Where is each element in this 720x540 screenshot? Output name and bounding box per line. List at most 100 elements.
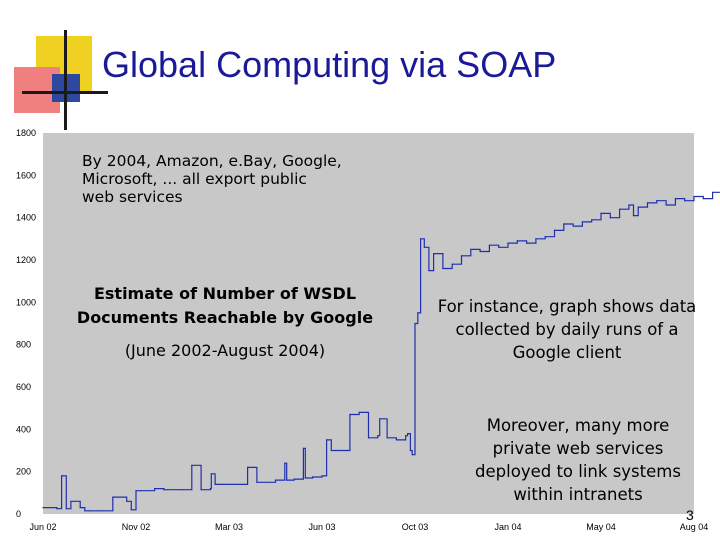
data-point [628,204,630,206]
x-tick-label: May 04 [586,522,616,532]
data-point [98,510,100,512]
data-point [256,481,258,483]
data-point [326,439,328,441]
data-point [420,238,422,240]
data-point [428,270,430,272]
data-point [79,507,81,509]
data-point [433,253,435,255]
data-point [665,204,667,206]
data-point [61,475,63,477]
data-point [112,496,114,498]
private-services-note: Moreover, many more private web services… [475,416,681,504]
data-point [312,476,314,478]
data-point [358,411,360,413]
data-point [407,433,409,435]
data-point [646,202,649,204]
data-point [572,225,574,227]
data-point [154,488,156,490]
series-layer [42,191,720,512]
data-point [470,248,472,250]
data-point [563,223,565,225]
data-point [367,437,370,439]
data-point [293,478,295,480]
data-point [304,477,306,479]
data-point [135,490,137,492]
data-point [214,483,216,485]
data-point [210,473,212,475]
x-tick-label: Jun 03 [308,522,335,532]
x-tick-label: Jun 02 [29,522,56,532]
data-point [498,246,500,248]
x-tick-label: Jan 04 [494,522,521,532]
data-point [712,191,714,193]
data-point [163,489,165,491]
data-point [377,435,379,437]
y-axis-ticks: 1800 1600 1400 1200 1000 800 600 400 200 0 [16,128,36,519]
data-point [191,464,193,466]
y-tick-label: 1600 [16,170,36,180]
y-tick-label: 800 [16,340,31,350]
data-point [65,508,67,510]
data-point [637,206,639,208]
deco-vertical-rule [64,30,67,130]
y-tick-label: 400 [16,424,31,434]
data-point [56,508,58,510]
daily-runs-note: For instance, graph shows data collected… [437,297,697,362]
data-point [619,208,621,210]
data-point [42,507,44,509]
y-tick-label: 1000 [16,297,36,307]
data-point [414,322,416,325]
data-point [140,490,142,492]
y-tick-label: 1200 [16,255,36,265]
data-point [693,195,695,198]
data-point [321,475,323,477]
data-point [200,489,202,491]
data-point [405,435,407,437]
data-point [209,488,211,490]
intro-note: By 2004, Amazon, e.Bay, Google, Microsof… [82,152,342,206]
y-tick-label: 200 [16,467,31,477]
data-point [581,221,584,223]
data-point [409,449,411,452]
data-point [460,255,463,257]
data-point [600,212,602,214]
data-point [507,242,509,244]
chart-title: Estimate of Number of WSDL Documents Rea… [76,284,374,327]
data-point [286,479,288,481]
y-tick-label: 1800 [16,128,36,138]
y-tick-label: 600 [16,382,31,392]
data-point [684,200,686,202]
data-point [90,510,92,512]
plot-area [43,133,694,514]
x-tick-label: Mar 03 [215,522,243,532]
page-number: 3 [686,507,694,523]
data-point [386,437,388,439]
deco-horizontal-rule [22,91,108,94]
x-tick-label: Aug 04 [680,522,709,532]
data-point [379,418,381,420]
data-point [553,229,556,231]
data-point [632,215,635,217]
data-point [702,198,704,200]
data-point [84,510,86,512]
data-point [417,312,419,314]
data-point [488,244,490,246]
data-point [411,454,413,456]
data-point [442,267,444,270]
data-point [535,238,537,240]
data-point [247,466,249,468]
data-point [330,449,332,452]
data-point [516,240,518,242]
data-point [130,509,132,511]
y-tick-label: 1400 [16,213,36,223]
data-point [674,198,677,200]
data-point [609,217,611,219]
y-tick-label: 0 [16,509,21,519]
data-point [126,500,128,502]
data-point [656,200,658,202]
data-point [274,479,277,481]
data-point [451,263,453,265]
data-point [284,462,286,464]
data-point [479,250,481,253]
